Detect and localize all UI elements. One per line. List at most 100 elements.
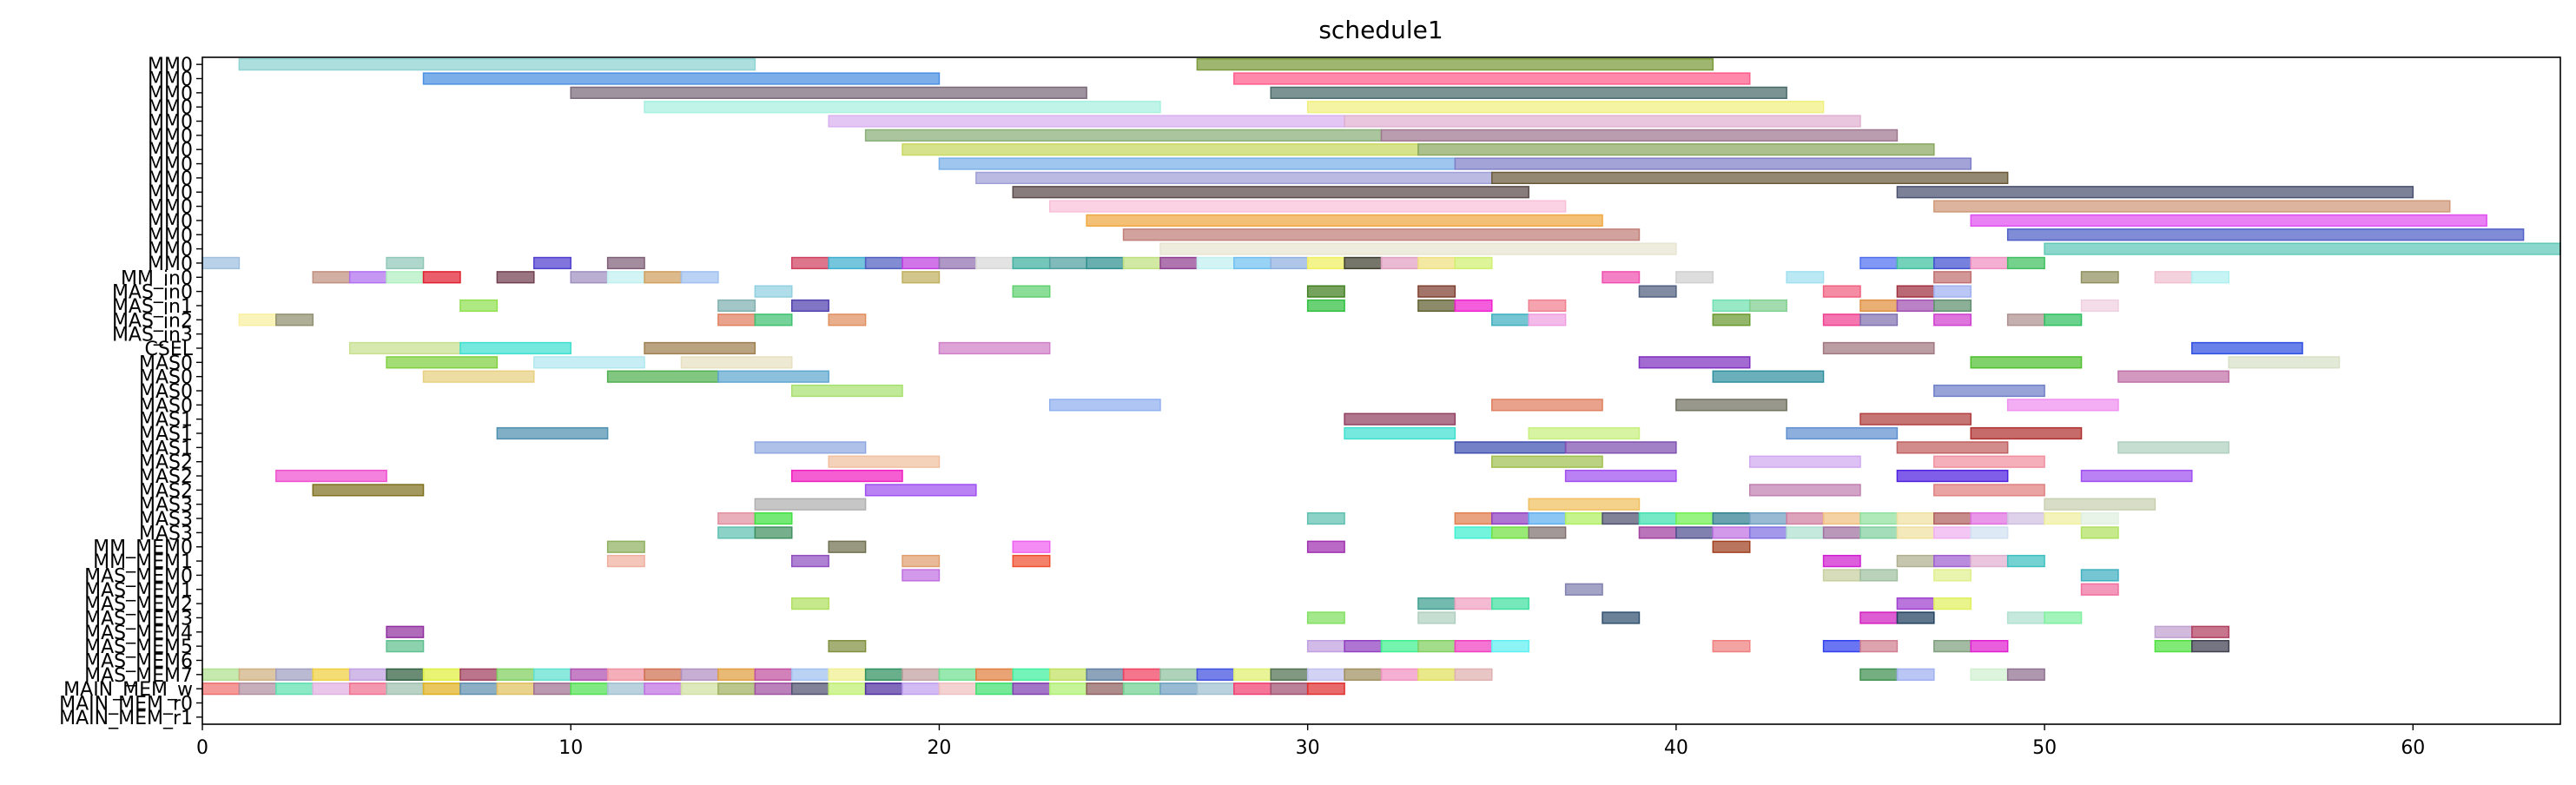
task-bar <box>1012 285 1051 298</box>
task-bar <box>1859 526 1899 539</box>
task-bar <box>606 540 645 553</box>
task-bar <box>902 569 941 582</box>
task-bar <box>1859 668 1899 681</box>
task-bar <box>791 683 829 696</box>
y-tick-label: MAS_MEM0 <box>84 565 193 587</box>
task-bar <box>386 356 499 369</box>
task-bar <box>1859 569 1899 582</box>
task-bar <box>1822 511 1861 525</box>
task-bar <box>1491 313 1529 327</box>
task-bar <box>496 668 535 681</box>
task-bar <box>1344 668 1383 681</box>
task-bar <box>1933 484 2045 497</box>
task-bar <box>1970 426 2083 440</box>
task-bar <box>2006 554 2045 568</box>
task-bar <box>828 313 867 327</box>
task-bar <box>1344 256 1383 270</box>
task-bar <box>1491 399 1603 412</box>
task-bar <box>1417 640 1456 653</box>
task-bar <box>533 668 571 681</box>
task-bar <box>791 384 903 398</box>
task-bar <box>312 484 425 497</box>
task-bar <box>1306 511 1345 525</box>
task-bar <box>422 370 535 383</box>
task-bar <box>1012 256 1051 270</box>
task-bar <box>1086 214 1603 228</box>
task-bar <box>1012 186 1529 199</box>
task-bar <box>1859 412 1972 425</box>
y-tick-label: MAS1 <box>139 410 193 432</box>
task-bar <box>1270 256 1309 270</box>
task-bar <box>1528 526 1567 539</box>
task-bar <box>1564 511 1603 525</box>
y-tick-label: MM0 <box>148 168 193 190</box>
y-tick-label: MAS2 <box>139 452 193 474</box>
task-bar <box>1196 668 1235 681</box>
task-bar <box>1822 569 1861 582</box>
y-tick-label: MM_MEM0 <box>93 538 193 559</box>
task-bar <box>1417 611 1456 624</box>
task-bar <box>2006 399 2119 412</box>
task-bar <box>1712 640 1751 653</box>
task-bar <box>754 683 793 696</box>
task-bar <box>1491 511 1529 525</box>
bars-layer <box>201 58 2561 696</box>
task-bar <box>1528 426 1641 440</box>
task-bar <box>1233 256 1271 270</box>
task-bar <box>1896 469 2009 483</box>
task-bar <box>1896 611 1935 624</box>
task-bar <box>570 86 1087 99</box>
task-bar <box>1086 683 1125 696</box>
task-bar <box>1454 511 1493 525</box>
task-bar <box>348 341 461 355</box>
task-bar <box>348 668 387 681</box>
y-tick-label: MAS0 <box>139 367 193 389</box>
task-bar <box>1454 640 1493 653</box>
y-tick-label: MAS3 <box>139 495 193 517</box>
task-bar <box>938 668 977 681</box>
task-bar <box>864 683 903 696</box>
task-bar <box>791 469 903 483</box>
y-tick-label: MAS_MEM1 <box>84 580 193 602</box>
task-bar <box>1933 455 2045 468</box>
task-bar <box>1270 683 1309 696</box>
task-bar <box>791 597 829 610</box>
y-tick-label: MAS2 <box>139 466 193 488</box>
task-bar <box>386 640 425 653</box>
task-bar <box>2154 625 2193 638</box>
task-bar <box>1306 640 1345 653</box>
y-tick-label: MAS_in0 <box>112 282 193 304</box>
task-bar <box>496 683 535 696</box>
task-bar <box>1417 256 1456 270</box>
y-tick-label: MM_in0 <box>121 267 193 289</box>
task-bar <box>791 256 829 270</box>
y-tick-label: MM0 <box>148 211 193 233</box>
y-tick-label: MAS3 <box>139 523 193 544</box>
task-bar <box>754 498 867 511</box>
task-bar <box>422 683 461 696</box>
task-bar <box>201 668 241 681</box>
task-bar <box>1970 668 2009 681</box>
task-bar <box>1822 554 1861 568</box>
task-bar <box>570 271 609 284</box>
task-bar <box>902 668 941 681</box>
task-bar <box>1122 256 1161 270</box>
task-bar <box>496 426 609 440</box>
task-bar <box>1933 384 2045 398</box>
x-tick-label: 60 <box>2401 737 2425 759</box>
task-bar <box>902 554 941 568</box>
task-bar <box>1712 526 1751 539</box>
task-bar <box>238 668 277 681</box>
task-bar <box>1859 299 1899 313</box>
task-bar <box>1896 597 1935 610</box>
task-bar <box>2080 583 2119 596</box>
task-bar <box>1970 511 2009 525</box>
task-bar <box>717 299 756 313</box>
task-bar <box>1417 143 1935 156</box>
task-bar <box>644 101 1161 114</box>
task-bar <box>1344 640 1383 653</box>
task-bar <box>386 683 425 696</box>
task-bar <box>1417 285 1456 298</box>
task-bar <box>459 668 499 681</box>
